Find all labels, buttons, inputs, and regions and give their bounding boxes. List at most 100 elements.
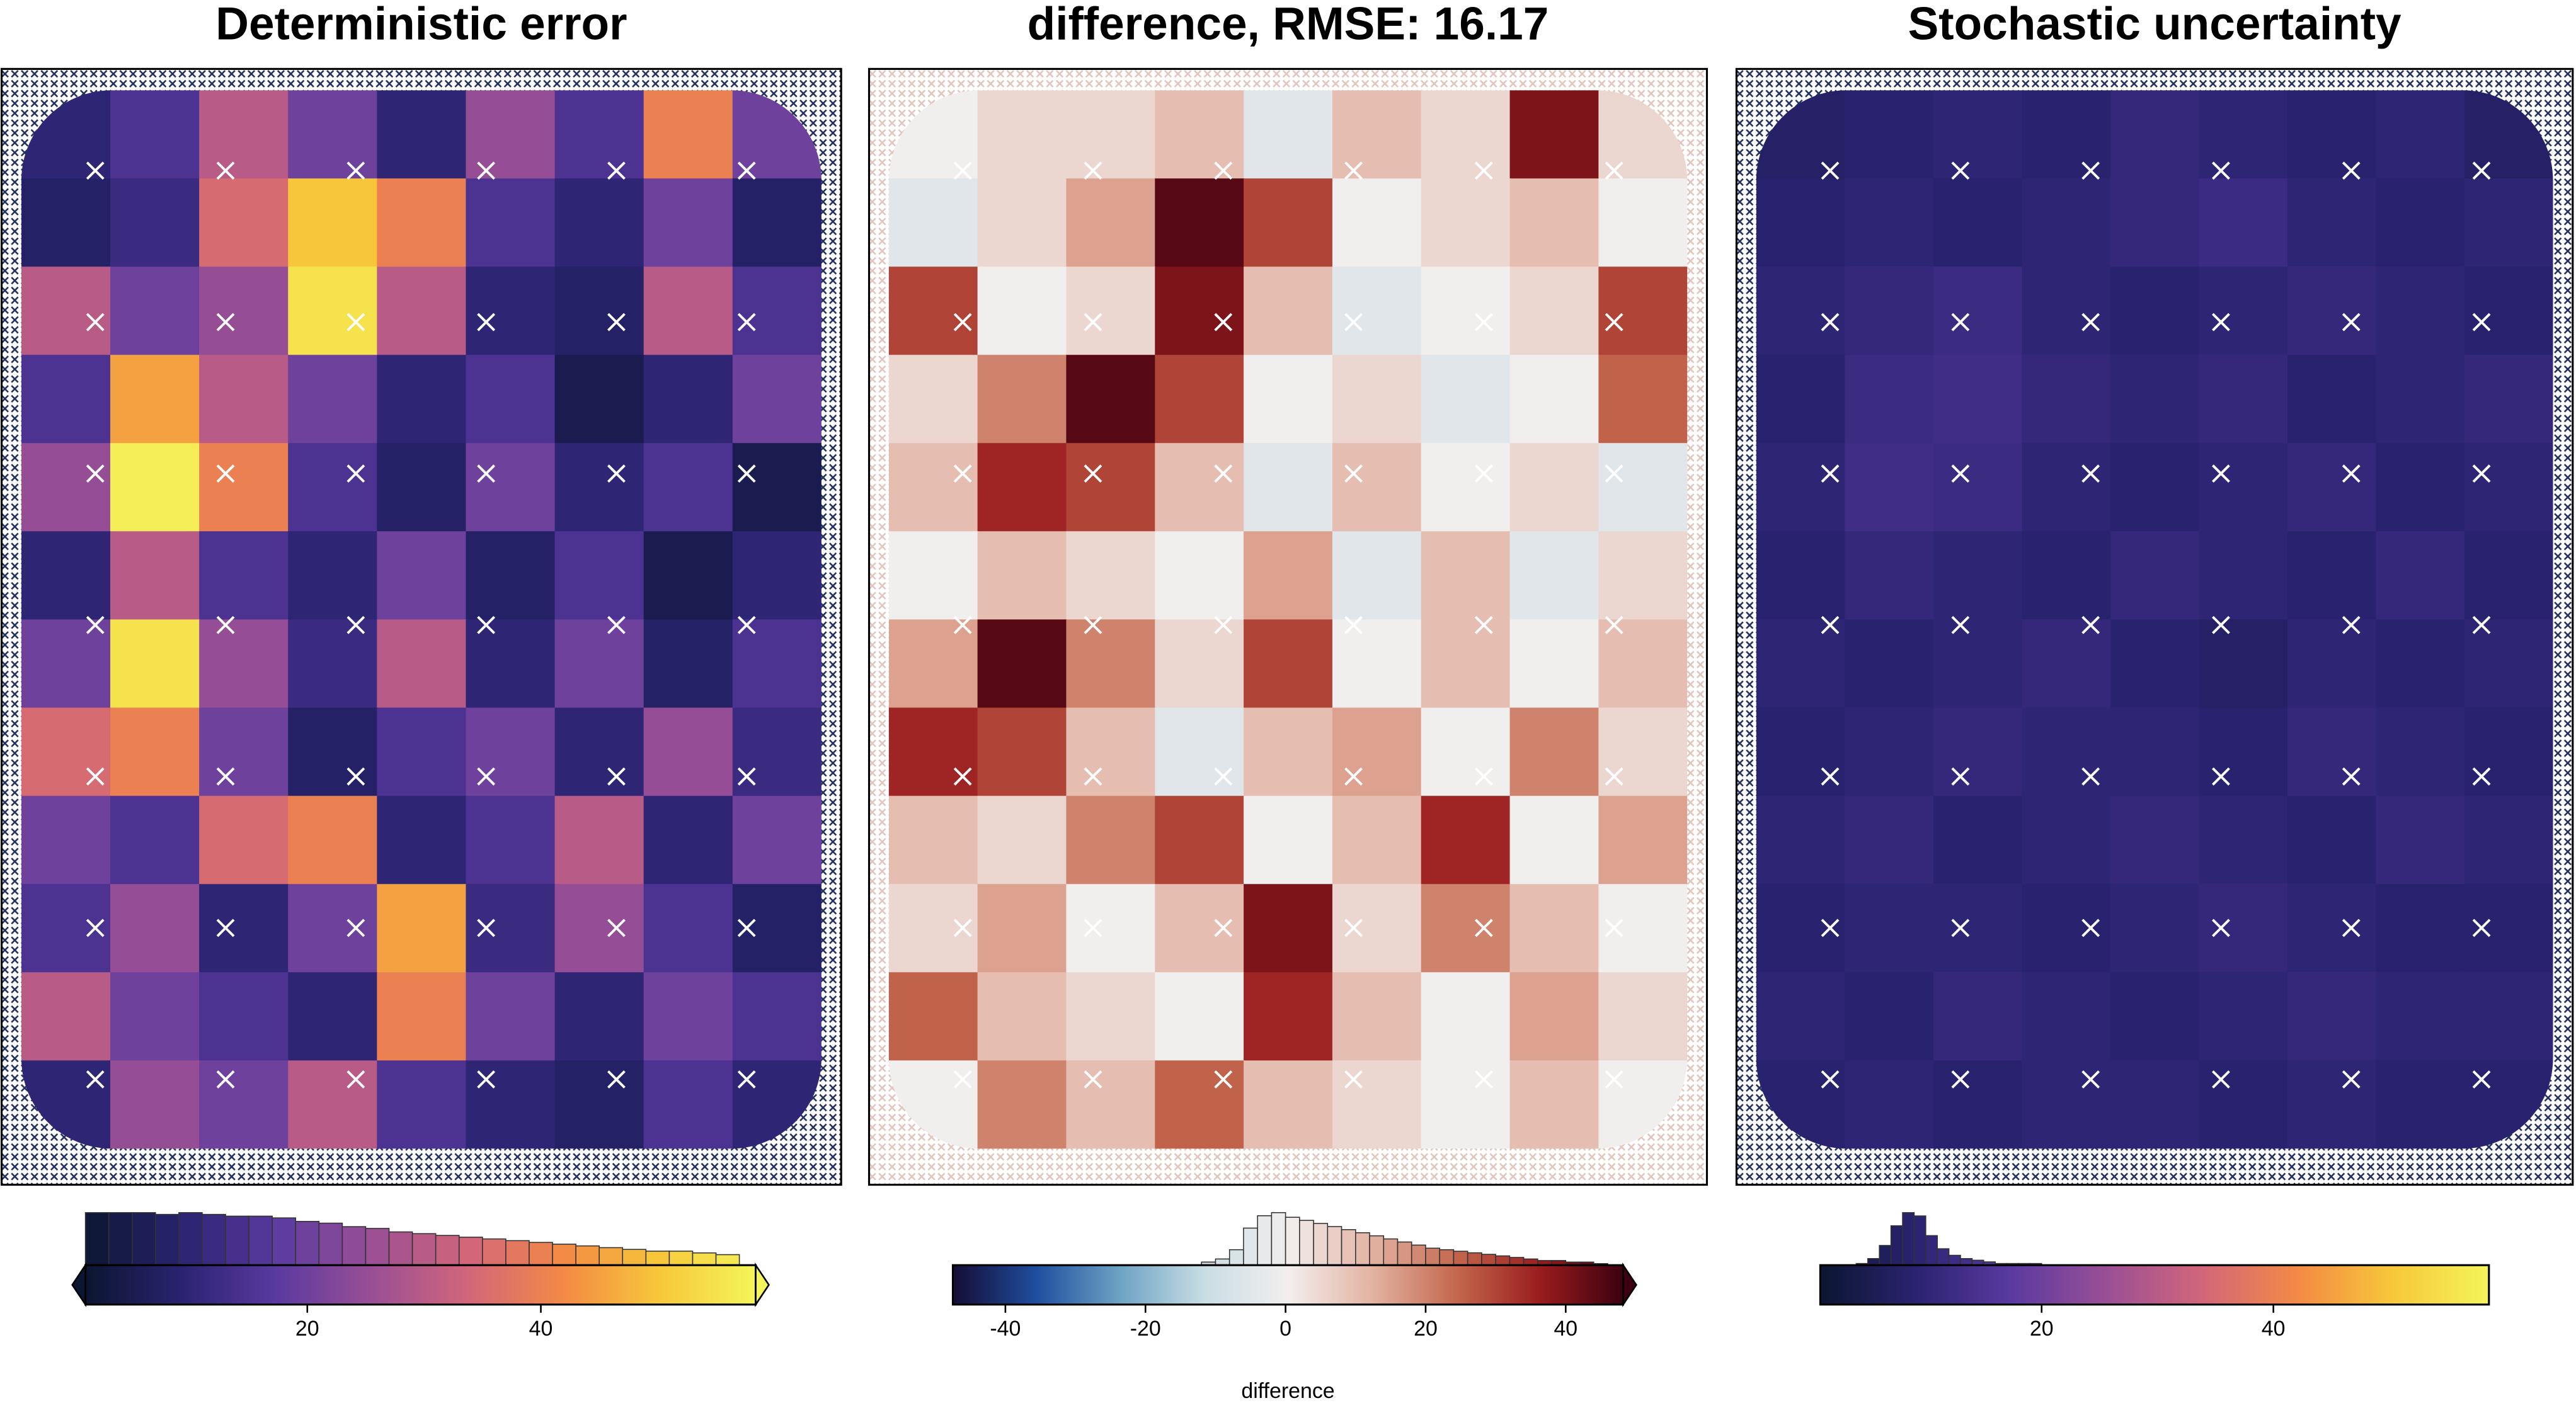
point-marker — [2212, 312, 2230, 331]
heatmap-cell — [643, 266, 734, 356]
heatmap-cell — [1933, 90, 2023, 180]
point-marker — [1344, 616, 1363, 634]
heatmap-cell — [466, 443, 556, 532]
heatmap-cell — [977, 443, 1067, 532]
heatmap-cell — [1845, 796, 1935, 885]
heatmap-cell — [1066, 266, 1156, 356]
point-marker — [607, 767, 626, 786]
heatmap-cell — [2199, 884, 2289, 973]
colorbar — [1819, 1264, 2490, 1306]
heatmap-cell — [2376, 178, 2466, 268]
point-marker — [953, 919, 972, 937]
histogram-bar — [388, 1231, 413, 1266]
heatmap-cell — [1244, 619, 1334, 709]
heatmap-cell — [2199, 178, 2289, 268]
heatmap-cell — [1244, 90, 1334, 180]
heatmap-cell — [2464, 355, 2553, 444]
heatmap-cell — [1066, 355, 1156, 444]
heatmap-cell — [554, 884, 644, 973]
heatmap-cell — [1244, 266, 1334, 356]
histogram-bar — [598, 1247, 624, 1266]
heatmap-cell — [377, 619, 467, 709]
point-marker — [737, 161, 756, 180]
histogram-bar — [84, 1212, 110, 1266]
heatmap-cell — [554, 619, 644, 709]
histogram-bar — [1411, 1244, 1426, 1266]
histogram-bar — [1495, 1255, 1511, 1266]
heatmap-cell — [377, 531, 467, 621]
chart-title: difference, RMSE: 16.17 — [1028, 0, 1549, 50]
heatmap-cell — [1598, 796, 1688, 885]
heatmap-cell — [1509, 1060, 1600, 1149]
heatmap-cell — [2376, 619, 2466, 709]
heatmap-cell — [377, 1060, 467, 1149]
histogram-bar — [505, 1240, 530, 1266]
point-marker — [2081, 919, 2100, 937]
histogram-bar — [1913, 1215, 1926, 1266]
histogram-bar — [692, 1252, 717, 1266]
heatmap-cell — [2376, 355, 2466, 444]
heatmap-cell — [1756, 619, 1846, 709]
heatmap-cell — [377, 178, 467, 268]
point-marker — [1605, 1070, 1623, 1089]
heatmap-cell — [643, 1060, 734, 1149]
heatmap-cell — [643, 884, 734, 973]
heatmap-cell — [1509, 796, 1600, 885]
heatmap-cell — [1244, 178, 1334, 268]
heatmap-cell — [732, 531, 821, 621]
heatmap-cell — [2287, 796, 2377, 885]
heatmap-cell — [2022, 90, 2112, 180]
heatmap-cell — [732, 972, 821, 1062]
histogram-bar — [1299, 1220, 1314, 1266]
heatmap-cell — [888, 443, 978, 532]
heatmap-cell — [2199, 1060, 2289, 1149]
point-marker — [737, 464, 756, 483]
heatmap-cell — [1332, 443, 1423, 532]
heatmap-cell — [554, 796, 644, 885]
heatmap-cell — [1244, 796, 1334, 885]
histogram-bar — [1902, 1212, 1915, 1266]
heatmap-cell — [643, 972, 734, 1062]
heatmap-cell — [1509, 443, 1600, 532]
point-marker — [2472, 767, 2491, 786]
histogram-bar — [1341, 1229, 1356, 1266]
heatmap-cell — [1933, 531, 2023, 621]
heatmap-cell — [977, 1060, 1067, 1149]
histogram-bar — [1937, 1248, 1950, 1266]
histogram-bar — [1369, 1235, 1385, 1266]
heatmap-cell — [2199, 90, 2289, 180]
heatmap-cell — [110, 972, 200, 1062]
point-marker — [1344, 767, 1363, 786]
heatmap-cell — [1421, 619, 1511, 709]
heatmap-cell — [2464, 884, 2553, 973]
heatmap-cell — [1421, 707, 1511, 797]
heatmap-cell — [643, 355, 734, 444]
heatmap-cell — [1598, 266, 1688, 356]
point-marker — [1474, 616, 1493, 634]
point-marker — [216, 616, 235, 634]
point-marker — [346, 161, 365, 180]
heatmap-cell — [1933, 796, 2023, 885]
heatmap-cell — [1509, 972, 1600, 1062]
point-marker — [1605, 161, 1623, 180]
point-marker — [607, 616, 626, 634]
x-tick-label: 20 — [2030, 1317, 2054, 1341]
x-tick-label: 40 — [1554, 1317, 1577, 1341]
point-marker — [1821, 161, 1840, 180]
heatmap-cell — [2464, 972, 2553, 1062]
point-marker — [1821, 312, 1840, 331]
point-marker — [2081, 312, 2100, 331]
heatmap-cell — [888, 355, 978, 444]
heatmap-cell — [554, 1060, 644, 1149]
heatmap — [1756, 90, 2553, 1149]
heatmap-cell — [21, 178, 112, 268]
heatmap-cell — [1598, 443, 1688, 532]
point-marker — [1605, 464, 1623, 483]
heatmap-cell — [1421, 531, 1511, 621]
point-marker — [346, 767, 365, 786]
heatmap-cell — [199, 796, 289, 885]
point-marker — [953, 1070, 972, 1089]
heatmap-cell — [2376, 90, 2466, 180]
point-marker — [1474, 161, 1493, 180]
